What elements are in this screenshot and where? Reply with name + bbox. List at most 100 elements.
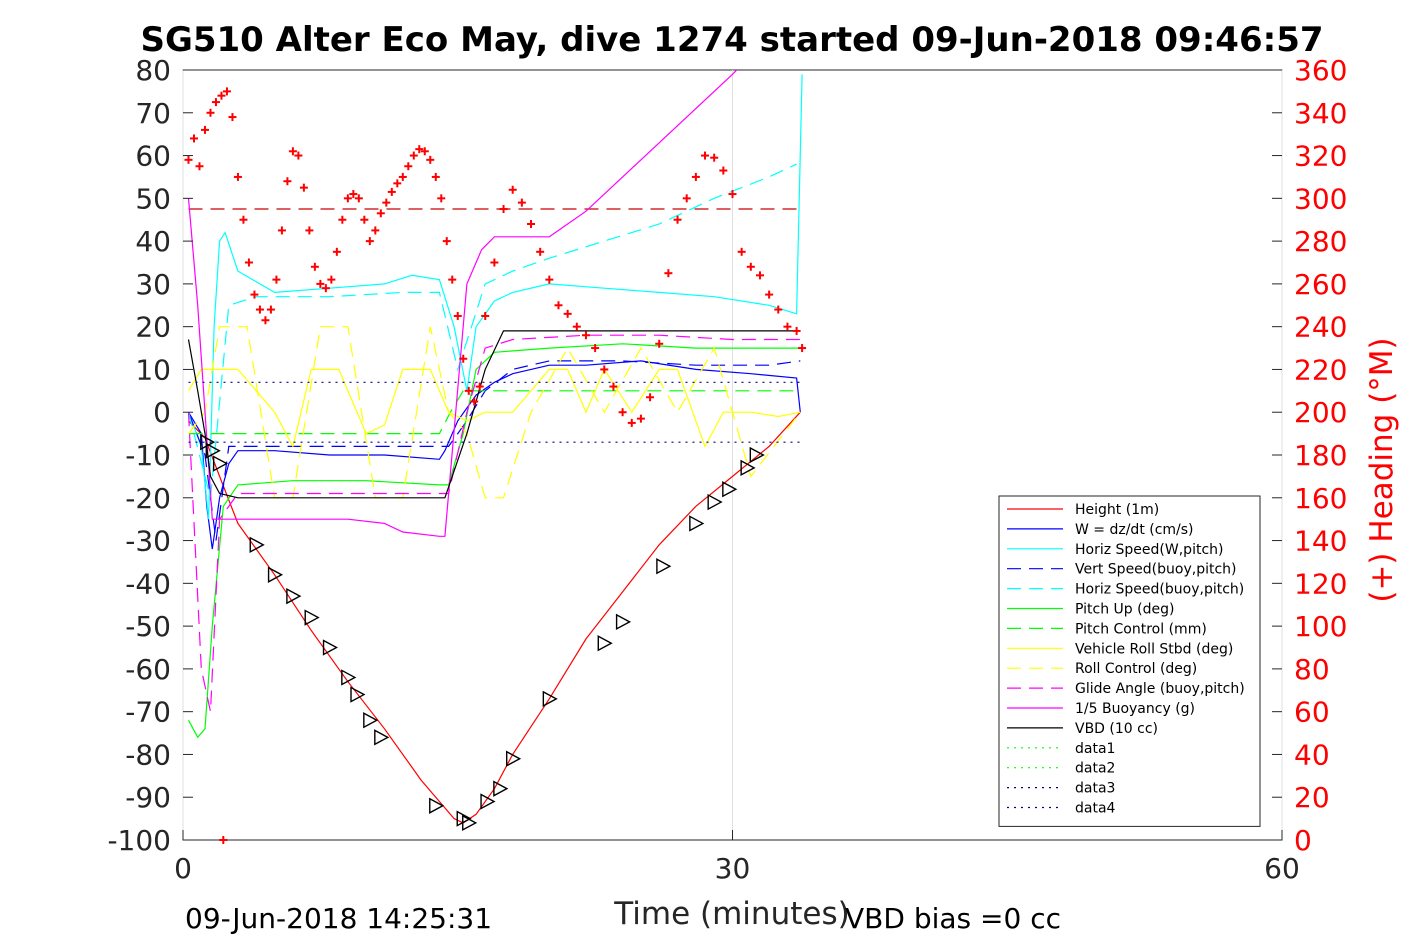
right-tick-label: 40	[1294, 738, 1330, 771]
heading-marker	[266, 305, 275, 314]
triangle-marker	[267, 566, 284, 583]
heading-marker	[365, 237, 374, 246]
heading-marker	[376, 209, 385, 218]
heading-marker	[442, 237, 451, 246]
left-axis-ticks: 80 70 60 50 40 30 20 10 0 -10 -20 -30 -40 -50 -60 -70 -8…	[107, 54, 193, 857]
right-tick-label: 160	[1294, 482, 1347, 515]
heading-marker	[508, 185, 517, 194]
right-tick-label: 80	[1294, 653, 1330, 686]
heading-marker	[349, 190, 358, 199]
heading-marker	[682, 194, 691, 203]
heading-marker	[404, 162, 413, 171]
series-glide-angle-buoy-pitch	[187, 334, 801, 712]
heading-marker	[398, 172, 407, 181]
y-tick-label: -10	[125, 439, 171, 472]
right-tick-label: 0	[1294, 824, 1312, 857]
triangle-marker	[689, 515, 705, 532]
heading-marker	[393, 179, 402, 188]
y-tick-label: 20	[135, 311, 171, 344]
heading-marker	[338, 215, 347, 224]
y-tick-label: 0	[153, 396, 171, 429]
triangle-marker	[374, 729, 390, 746]
series-1-5-buoyancy-g	[187, 70, 738, 537]
heading-marker	[219, 836, 228, 844]
heading-marker	[719, 166, 728, 175]
heading-marker	[217, 91, 226, 100]
heading-marker	[798, 344, 807, 353]
right-tick-label: 320	[1294, 140, 1347, 173]
legend-label-data2: data2	[1075, 761, 1115, 777]
y-tick-label: -20	[125, 482, 171, 515]
triangle-marker	[722, 481, 738, 498]
legend-label-vbd-10-cc: VBD (10 cc)	[1075, 721, 1158, 737]
y-tick-label: -70	[125, 696, 171, 729]
triangle-marker	[212, 455, 229, 472]
heading-marker	[305, 226, 314, 235]
series-vert-speed-buoy-pitch	[187, 360, 801, 541]
right-axis-label: (+) Heading (°M)	[1364, 337, 1400, 602]
triangle-marker	[429, 797, 445, 814]
heading-marker	[783, 322, 792, 331]
heading-marker	[563, 309, 572, 318]
y-tick-label: -30	[125, 525, 171, 558]
heading-marker	[499, 205, 508, 214]
legend: Height (1m) W = dz/dt (cm/s) Horiz Speed(W…	[998, 495, 1261, 827]
heading-marker	[272, 275, 281, 284]
heading-marker	[211, 98, 220, 107]
heading-marker	[765, 290, 774, 299]
triangle-marker	[200, 433, 216, 451]
y-tick-label: -90	[125, 781, 171, 814]
heading-marker	[636, 414, 645, 423]
legend-label-data3: data3	[1075, 781, 1115, 797]
heading-marker	[195, 162, 204, 171]
heading-marker	[277, 226, 286, 235]
heading-marker	[600, 365, 609, 374]
heading-marker	[470, 397, 479, 406]
heading-marker	[288, 147, 297, 156]
heading-marker	[691, 172, 700, 181]
heading-marker	[591, 344, 600, 353]
heading-marker	[572, 322, 581, 331]
series-vehicle-roll-stbd-deg	[187, 368, 801, 449]
heading-marker	[420, 147, 429, 156]
heading-marker	[545, 275, 554, 284]
y-tick-label: -100	[107, 824, 171, 857]
heading-marker	[200, 125, 209, 134]
heading-marker	[437, 194, 446, 203]
y-tick-label: 30	[135, 268, 171, 301]
triangle-marker	[350, 686, 366, 703]
triangle-marker	[205, 442, 221, 459]
heading-marker	[310, 262, 319, 271]
right-tick-label: 120	[1294, 567, 1347, 600]
heading-marker	[481, 311, 490, 320]
heading-marker	[299, 183, 308, 192]
chart-title: SG510 Alter Eco May, dive 1274 started 0…	[140, 20, 1323, 60]
heading-marker	[448, 275, 457, 284]
y-tick-label: -80	[125, 738, 171, 771]
heading-marker	[343, 194, 352, 203]
right-axis-ticks: 3603403203002802602402202001801601401201…	[1272, 54, 1347, 857]
heading-marker	[233, 172, 242, 181]
legend-label-w-dz-dt-cm-s: W = dz/dt (cm/s)	[1075, 522, 1194, 538]
series-vbd-10-cc	[187, 330, 801, 499]
heading-marker	[255, 305, 264, 314]
heading-marker	[431, 172, 440, 181]
x-axis-label: Time (minutes)	[613, 896, 849, 932]
right-tick-label: 20	[1294, 781, 1330, 814]
y-tick-label: 10	[135, 353, 171, 386]
x-tick-label: 0	[174, 852, 192, 885]
series-horiz-speed-buoy-pitch	[187, 163, 797, 498]
heading-marker	[409, 151, 418, 160]
legend-label-data1: data1	[1075, 741, 1115, 757]
triangle-marker	[304, 609, 320, 626]
heading-marker	[774, 305, 783, 314]
right-tick-label: 220	[1294, 353, 1347, 386]
heading-marker	[554, 301, 563, 310]
right-tick-label: 280	[1294, 225, 1347, 258]
heading-marker	[490, 258, 499, 267]
triangle-marker	[462, 814, 478, 832]
heading-marker	[387, 187, 396, 196]
heading-marker	[792, 326, 801, 335]
y-tick-label: 40	[135, 225, 171, 258]
